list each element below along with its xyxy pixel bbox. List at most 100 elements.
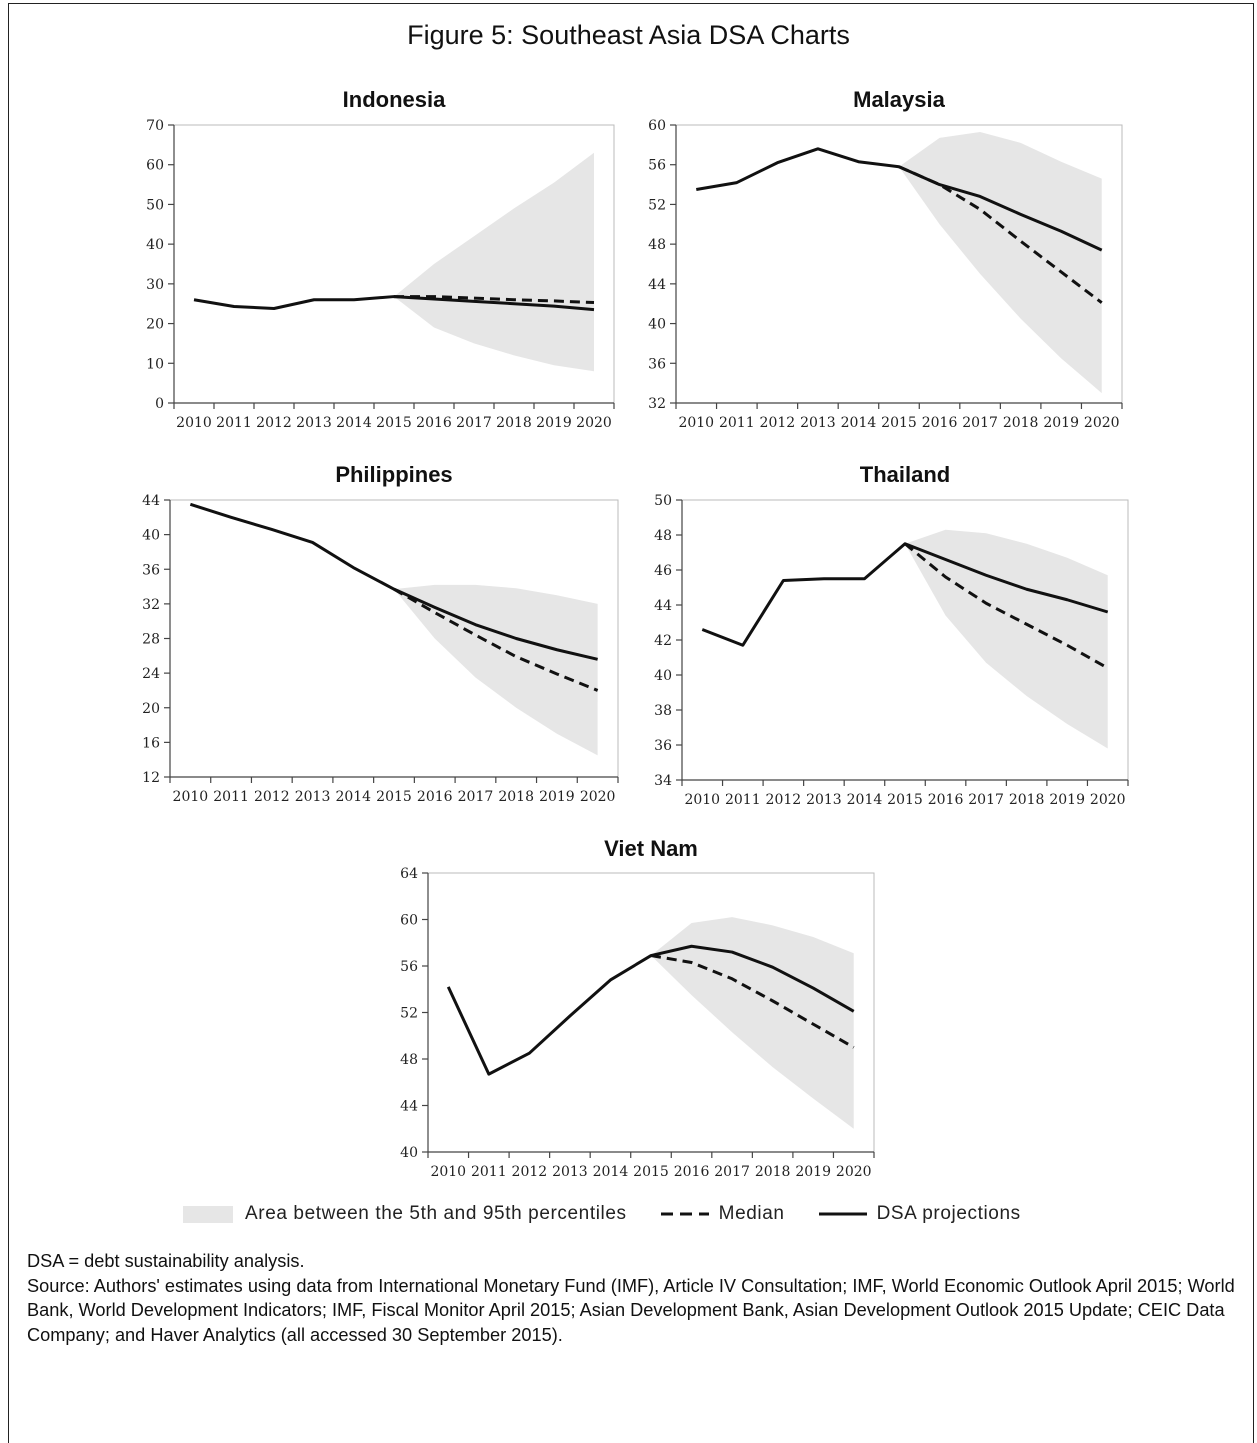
legend-item-band: Area between the 5th and 95th percentile… [183, 1203, 627, 1225]
percentile-band [394, 584, 598, 756]
x-tick-label: 2013 [806, 792, 842, 808]
y-tick-label: 48 [400, 1052, 418, 1068]
chart-title: Indonesia [343, 87, 446, 112]
y-tick-label: 0 [155, 396, 164, 412]
x-tick-label: 2010 [684, 792, 720, 808]
y-tick-label: 52 [400, 1006, 418, 1022]
y-tick-label: 40 [648, 317, 666, 333]
percentile-band [905, 529, 1108, 749]
x-tick-label: 2017 [968, 792, 1004, 808]
figure-frame [8, 3, 1254, 1443]
legend-median-label: Median [718, 1203, 785, 1224]
x-tick-label: 2018 [496, 415, 532, 431]
legend-item-median: Median [660, 1203, 785, 1225]
percentile-band [651, 917, 854, 1129]
y-tick-label: 50 [654, 493, 672, 509]
x-tick-label: 2015 [881, 415, 917, 431]
y-tick-label: 60 [648, 118, 666, 134]
chart-indonesia: Indonesia 0 10 20 30 40 50 60 70 2010 2011 2012 2013… [146, 87, 615, 431]
x-tick-label: 2016 [928, 792, 964, 808]
chart-viet-nam: Viet Nam 40 44 48 52 56 60 64 2010 2011 2012 2013 20… [400, 836, 875, 1180]
x-tick-label: 2010 [173, 789, 209, 805]
x-tick-label: 2014 [335, 789, 371, 805]
x-tick-label: 2014 [847, 792, 883, 808]
legend-dsa-label: DSA projections [876, 1203, 1021, 1224]
y-tick-label: 46 [654, 563, 672, 579]
y-tick-label: 36 [648, 356, 666, 372]
x-tick-label: 2016 [674, 1164, 710, 1180]
figure-title: Figure 5: Southeast Asia DSA Charts [407, 20, 850, 50]
x-tick-label: 2010 [430, 1164, 466, 1180]
y-tick-label: 48 [648, 237, 666, 253]
x-tick-label: 2019 [795, 1164, 831, 1180]
y-tick-label: 40 [146, 237, 164, 253]
x-tick-label: 2015 [376, 415, 412, 431]
x-tick-label: 2016 [922, 415, 958, 431]
x-tick-label: 2019 [1043, 415, 1079, 431]
x-tick-label: 2011 [719, 415, 755, 431]
x-tick-label: 2015 [633, 1164, 669, 1180]
x-tick-label: 2014 [841, 415, 877, 431]
x-tick-label: 2011 [725, 792, 761, 808]
x-tick-label: 2014 [336, 415, 372, 431]
y-tick-label: 48 [654, 528, 672, 544]
y-tick-label: 24 [142, 666, 160, 682]
x-tick-label: 2012 [766, 792, 802, 808]
x-tick-label: 2020 [1090, 792, 1126, 808]
legend-item-dsa: DSA projections [818, 1203, 1021, 1225]
percentile-band [899, 131, 1102, 394]
median-line [393, 587, 599, 692]
x-tick-label: 2011 [471, 1164, 507, 1180]
x-tick-label: 2018 [1009, 792, 1045, 808]
x-tick-label: 2019 [539, 789, 575, 805]
x-tick-label: 2020 [1084, 415, 1120, 431]
figure-notes: DSA = debt sustainability analysis. Sour… [27, 1249, 1242, 1347]
y-tick-label: 56 [400, 959, 418, 975]
percentile-band [394, 152, 594, 372]
y-tick-label: 42 [654, 633, 672, 649]
y-tick-label: 20 [146, 317, 164, 333]
x-tick-label: 2016 [416, 415, 452, 431]
y-tick-label: 40 [400, 1145, 418, 1161]
x-tick-label: 2017 [458, 789, 494, 805]
x-tick-label: 2010 [678, 415, 714, 431]
note-source: Source: Authors' estimates using data fr… [27, 1275, 1235, 1345]
y-tick-label: 36 [142, 562, 160, 578]
chart-title: Philippines [335, 462, 452, 487]
chart-title: Viet Nam [604, 836, 698, 861]
x-tick-label: 2020 [580, 789, 616, 805]
y-tick-label: 60 [400, 913, 418, 929]
y-tick-label: 44 [648, 277, 666, 293]
y-tick-label: 10 [146, 356, 164, 372]
x-tick-label: 2020 [836, 1164, 872, 1180]
y-tick-label: 44 [654, 598, 672, 614]
chart-philippines: Philippines 12 16 20 24 28 32 36 40 44 2010 2011 201… [142, 462, 619, 805]
y-tick-label: 56 [648, 158, 666, 174]
x-tick-label: 2010 [176, 415, 212, 431]
x-tick-label: 2012 [254, 789, 290, 805]
x-tick-label: 2018 [1003, 415, 1039, 431]
y-tick-label: 36 [654, 738, 672, 754]
x-tick-label: 2013 [552, 1164, 588, 1180]
y-tick-label: 16 [142, 735, 160, 751]
legend: Area between the 5th and 95th percentile… [183, 1203, 1055, 1225]
y-tick-label: 50 [146, 197, 164, 213]
legend-dsa-swatch [818, 1212, 867, 1216]
y-tick-label: 34 [654, 773, 672, 789]
x-tick-label: 2013 [296, 415, 332, 431]
chart-title: Malaysia [853, 87, 945, 112]
y-tick-label: 12 [142, 770, 160, 786]
chart-title: Thailand [860, 462, 950, 487]
x-tick-label: 2017 [456, 415, 492, 431]
x-tick-label: 2017 [962, 415, 998, 431]
x-tick-label: 2011 [216, 415, 252, 431]
x-tick-label: 2015 [887, 792, 923, 808]
x-tick-label: 2019 [536, 415, 572, 431]
y-tick-label: 40 [142, 528, 160, 544]
median-line [394, 295, 595, 305]
y-tick-label: 44 [400, 1099, 418, 1115]
legend-median-swatch [660, 1212, 709, 1216]
x-tick-label: 2013 [800, 415, 836, 431]
